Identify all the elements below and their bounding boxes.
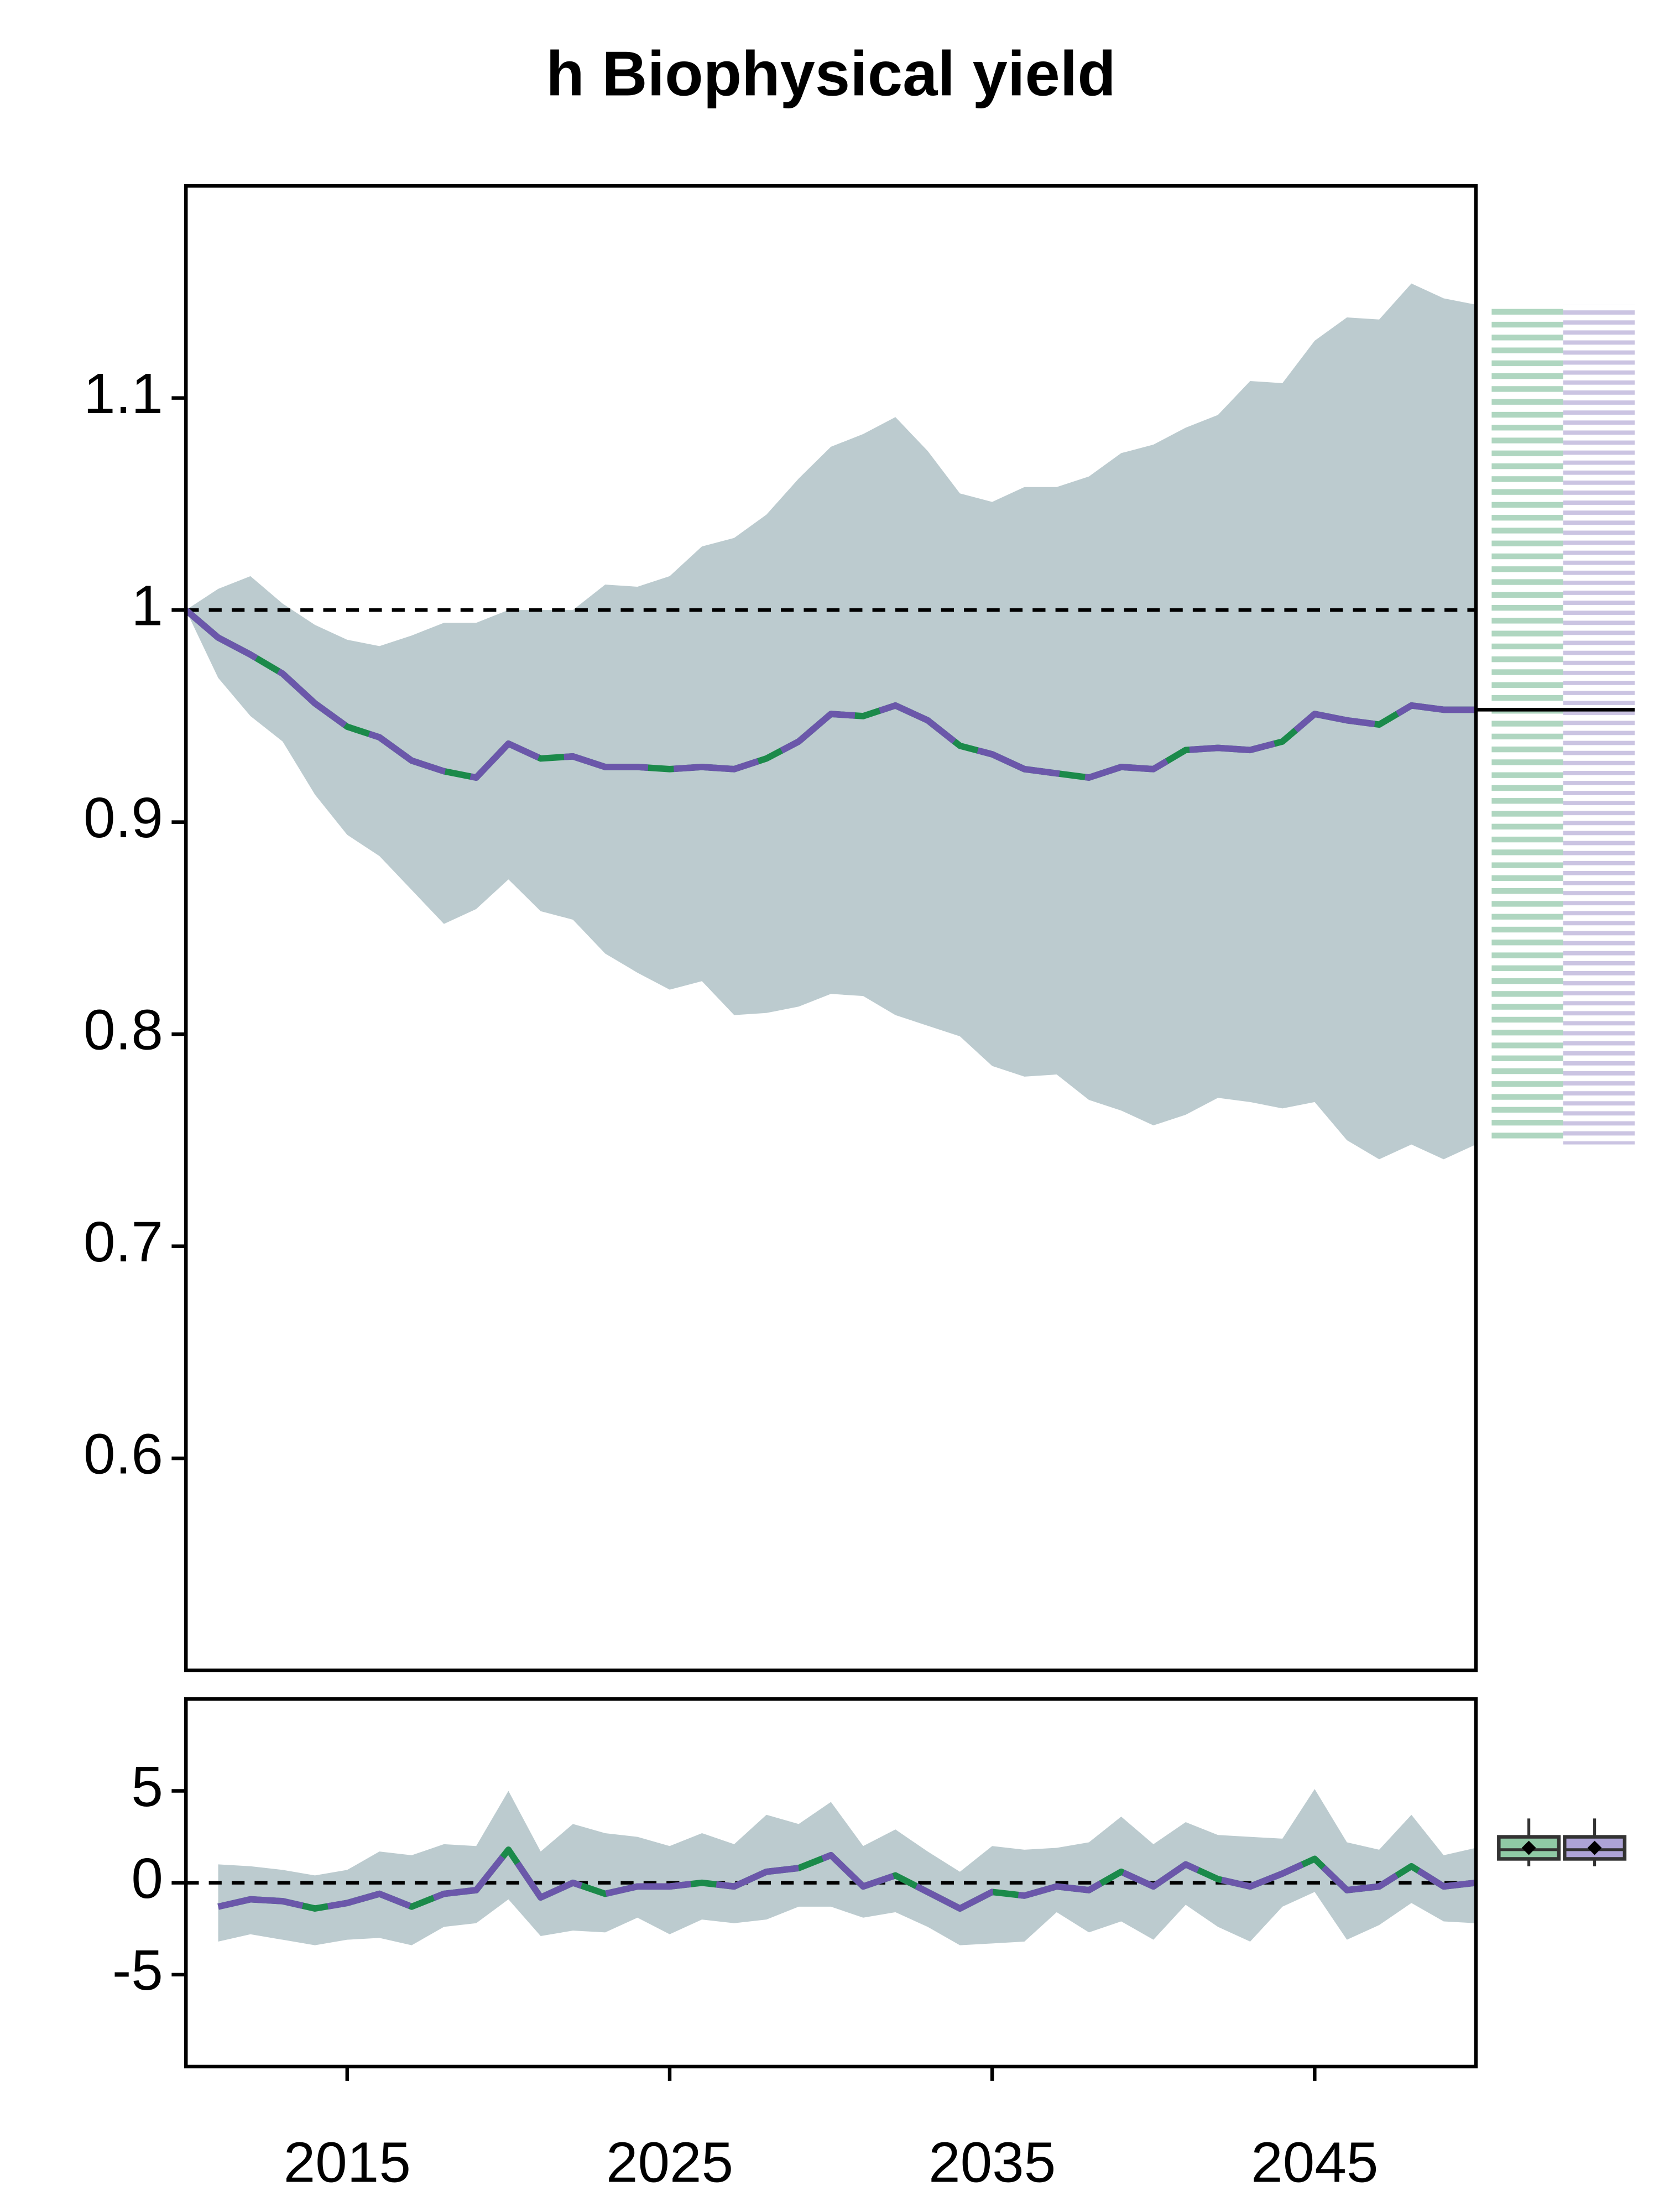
x-tick-label: 2015: [284, 2130, 411, 2194]
y-tick-label: -5: [112, 1938, 163, 2002]
box-mean: [1521, 1840, 1536, 1855]
y-tick-label: 0.9: [84, 785, 163, 849]
plot-frame: [184, 184, 1478, 1672]
distribution-strip: [1491, 304, 1563, 1145]
series-line-overlay: [184, 607, 1476, 781]
chart-title: h Biophysical yield: [546, 39, 1116, 109]
y-tick-label: 1: [131, 573, 163, 638]
y-tick-label: 0.7: [84, 1209, 163, 1274]
uncertainty-band: [186, 283, 1476, 1160]
y-tick-label: 0.8: [84, 997, 163, 1061]
distribution-strip: [1563, 304, 1635, 1145]
y-tick-label: 1.1: [84, 361, 163, 425]
x-tick-label: 2035: [928, 2130, 1056, 2194]
y-tick-label: 0: [131, 1846, 163, 1910]
x-tick-label: 2045: [1251, 2130, 1378, 2194]
x-tick-label: 2025: [606, 2130, 733, 2194]
series-line-overlay: [217, 1846, 1477, 1912]
y-tick-label: 5: [131, 1754, 163, 1818]
box-mean: [1587, 1840, 1602, 1855]
y-tick-label: 0.6: [84, 1421, 163, 1485]
